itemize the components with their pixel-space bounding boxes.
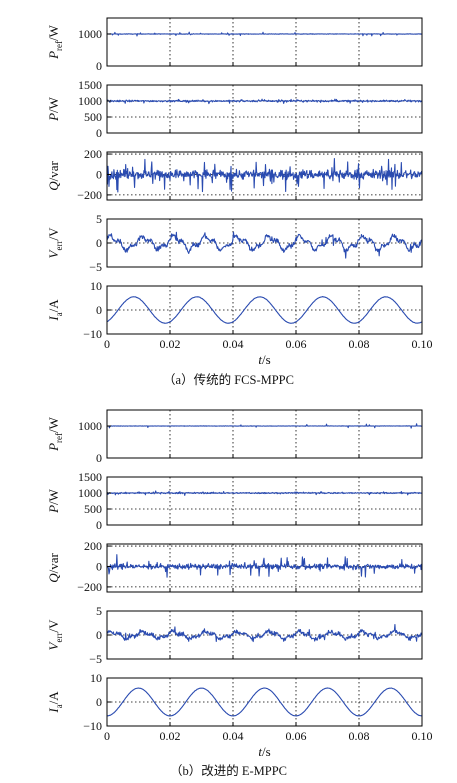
y-tick-label: 0 [96,167,102,181]
y-tick-label: 500 [84,110,102,124]
panel-1-3: 5 0 −5 Verr/V [46,604,423,666]
plot-frame [106,84,423,134]
y-tick-label: −5 [89,652,102,666]
x-tick-label: 0.10 [412,337,433,351]
panel-1-4: 10 0 −10 Ia/A [46,671,423,733]
panel-1-1: 1500 1000 500 0 P/W [46,470,423,532]
y-tick-label: 1000 [78,486,102,500]
y-tick-label: 0 [96,695,102,709]
x-tick-label: 0.04 [223,729,244,743]
y-tick-label: −5 [89,260,102,274]
y-tick-label: 0 [96,559,102,573]
y-tick-label: 1500 [78,470,102,484]
y-axis-label: Pref/W [46,416,64,452]
x-tick-label: 0.08 [349,729,370,743]
panel-1-0: 1000 0 Pref/W [46,409,423,465]
y-tick-label: 200 [84,539,102,553]
plot-frame [106,476,423,526]
y-tick-label: 0 [96,628,102,642]
y-tick-label: −10 [83,719,102,733]
panel-0-3: 5 0 −5 Verr/V [46,212,423,274]
y-axis-label: P/W [46,488,61,514]
panel-1-2: 200 0 −200 Q/var [46,539,423,594]
y-tick-label: 0 [96,126,102,140]
series-line [106,231,423,259]
x-tick-label: 0.06 [286,729,307,743]
caption-b: （b）改进的 E-MPPC [169,764,288,778]
y-axis-label: Ia/A [46,691,64,714]
caption-a: （a）传统的 FCS-MPPC [163,373,294,387]
y-axis-label: Verr/V [46,619,64,651]
y-tick-label: 5 [96,212,102,226]
series-line [106,98,423,105]
y-tick-label: 1000 [78,27,102,41]
plot-frame [106,409,423,459]
series-line [106,158,423,193]
y-axis-label: Verr/V [46,227,64,259]
y-tick-label: 1000 [78,419,102,433]
x-tick-label: 0 [104,337,110,351]
y-tick-label: 10 [90,279,102,293]
plot-frame [106,17,423,67]
y-tick-label: 0 [96,59,102,73]
series-line [106,296,423,324]
series-line [106,623,423,643]
series-line [106,687,423,717]
x-tick-label: 0.02 [160,729,181,743]
series-line [106,423,423,429]
x-tick-label: 0.10 [412,729,433,743]
x-axis-label: t/s [258,352,270,367]
y-axis-label: Q/var [46,553,61,583]
series-line [106,490,423,496]
panel-0-2: 200 0 −200 Q/var [46,147,423,202]
y-tick-label: −200 [77,188,102,202]
y-tick-label: 0 [96,518,102,532]
panel-0-4: 10 0 −10 Ia/A [46,279,423,341]
x-tick-label: 0.04 [223,337,244,351]
y-axis-label: Ia/A [46,299,64,322]
y-tick-label: 10 [90,671,102,685]
y-tick-label: 200 [84,147,102,161]
series-line [106,554,423,578]
y-tick-label: 1500 [78,78,102,92]
series-line [106,31,423,37]
y-axis-label: Q/var [46,161,61,191]
y-tick-label: 0 [96,451,102,465]
x-tick-label: 0 [104,729,110,743]
x-axis-label: t/s [258,744,270,759]
x-tick-label: 0.02 [160,337,181,351]
x-tick-label: 0.06 [286,337,307,351]
y-tick-label: −10 [83,327,102,341]
y-tick-label: −200 [77,580,102,594]
plot-frame [106,543,423,593]
y-tick-label: 500 [84,502,102,516]
y-tick-label: 5 [96,604,102,618]
y-axis-label: P/W [46,96,61,122]
y-tick-label: 1000 [78,94,102,108]
panel-0-0: 1000 0 Pref/W [46,17,423,73]
y-axis-label: Pref/W [46,24,64,60]
panel-0-1: 1500 1000 500 0 P/W [46,78,423,140]
y-tick-label: 0 [96,236,102,250]
x-tick-label: 0.08 [349,337,370,351]
plot-frame [106,151,423,201]
y-tick-label: 0 [96,303,102,317]
